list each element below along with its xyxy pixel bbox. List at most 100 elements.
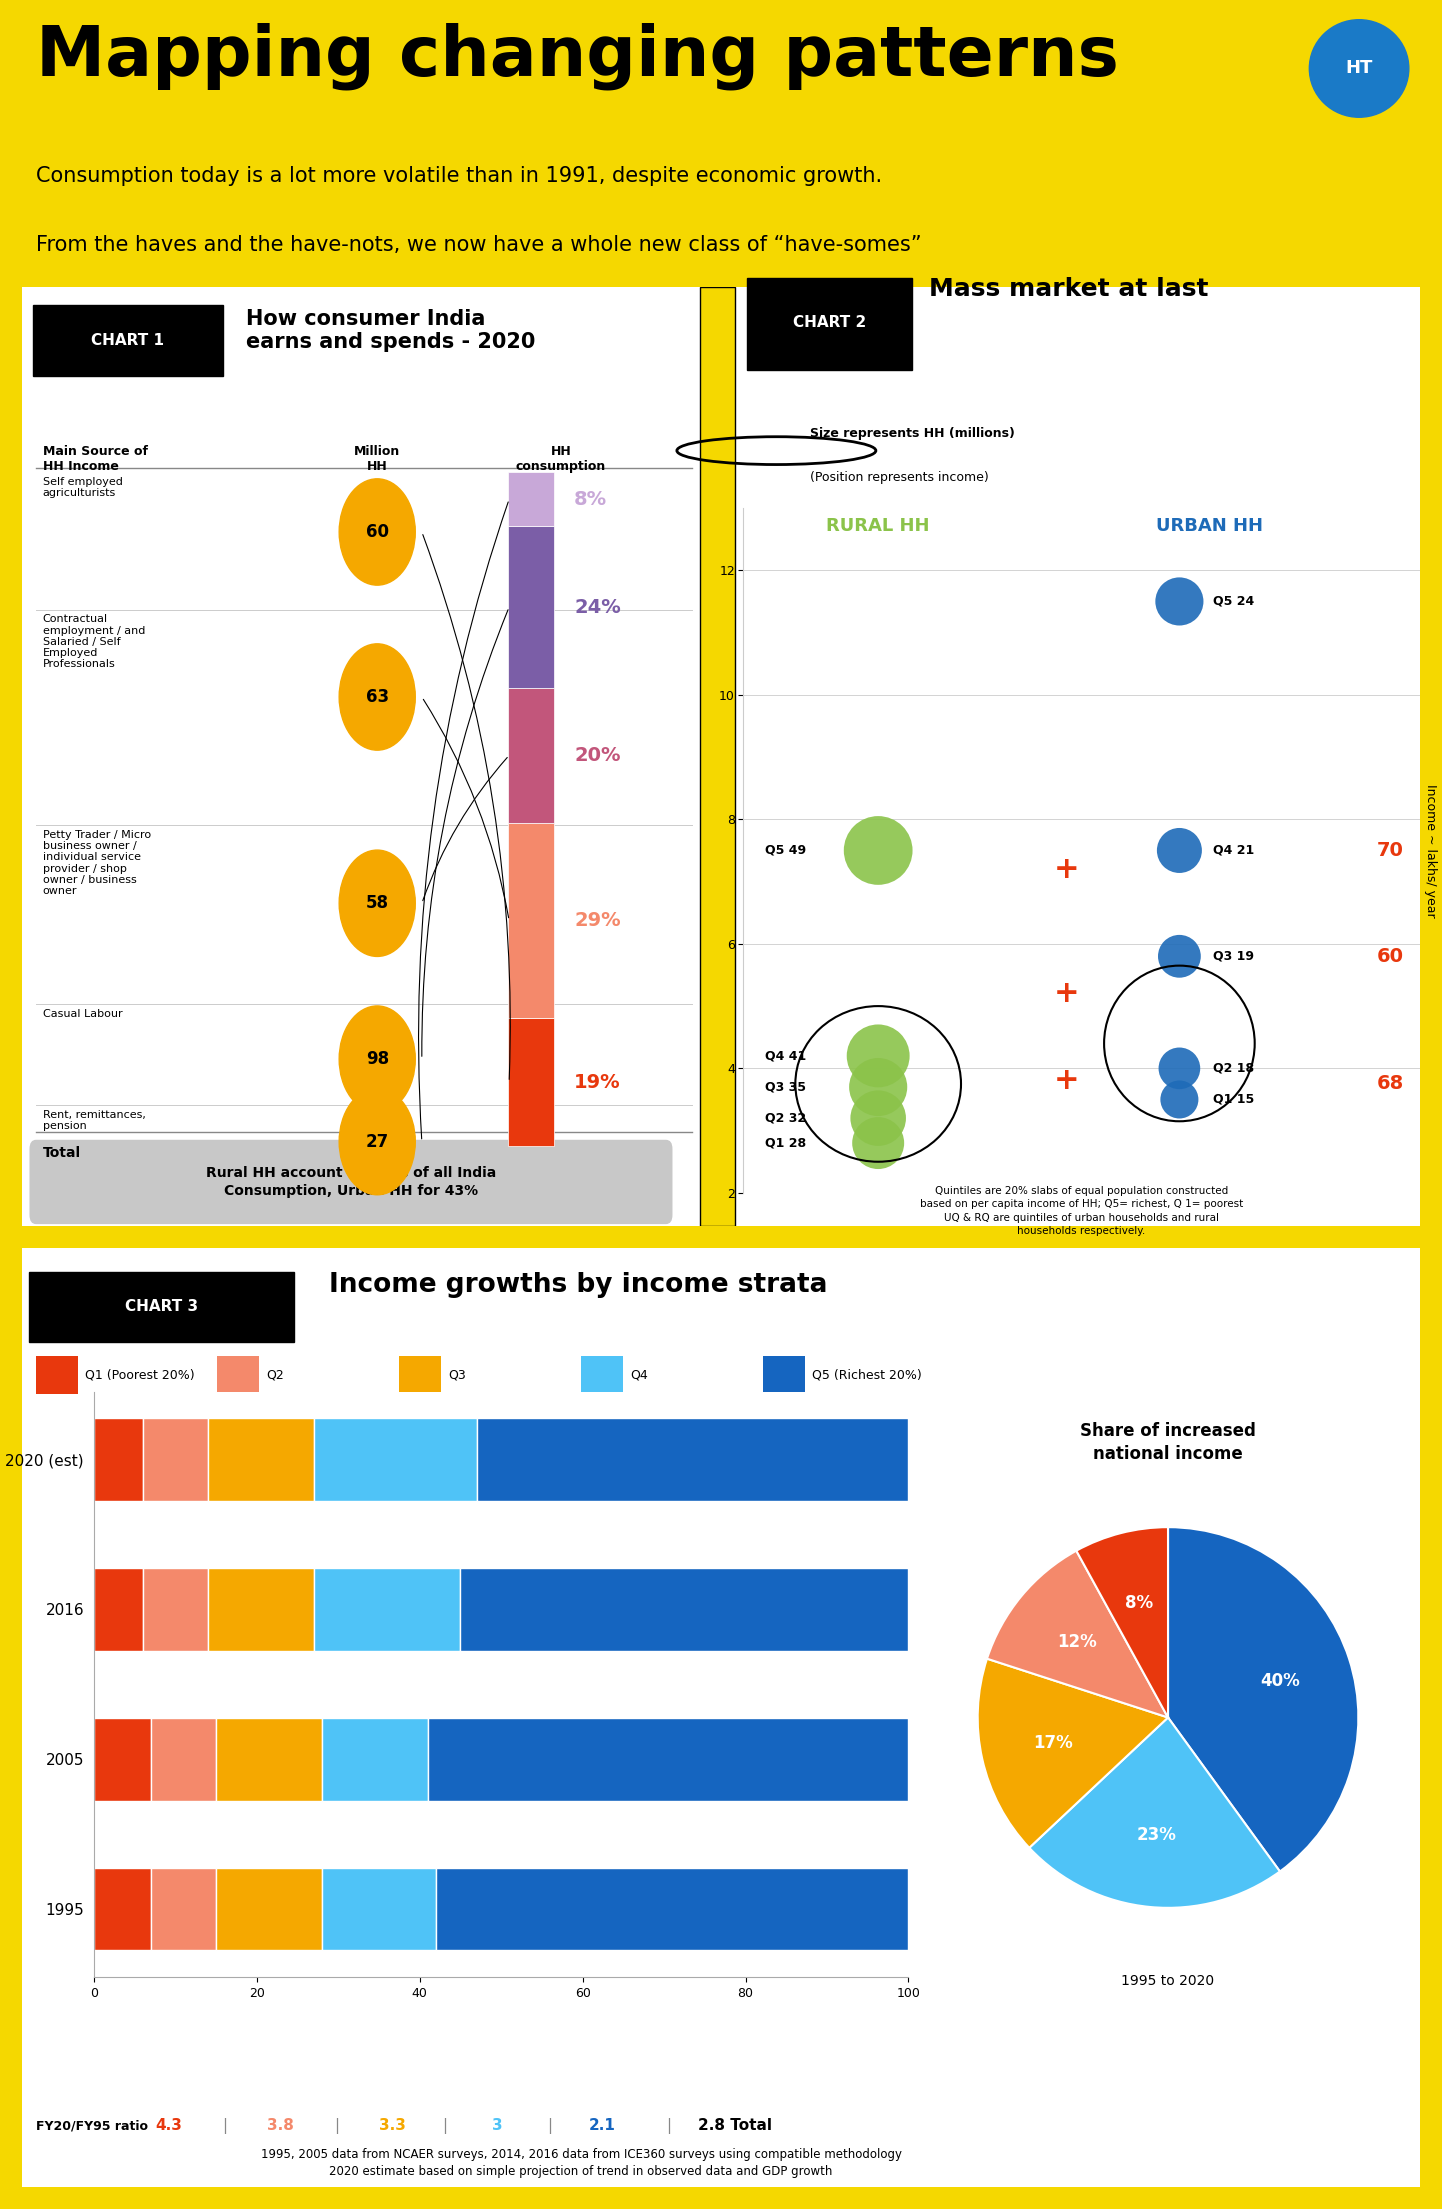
Circle shape [339,479,415,585]
Text: |: | [222,2118,226,2134]
Text: RURAL HH: RURAL HH [826,517,930,535]
Text: Q2 32: Q2 32 [766,1111,806,1124]
Text: Rural HH account for 57% of all India
Consumption, Urban HH for 43%: Rural HH account for 57% of all India Co… [206,1166,496,1197]
Bar [314,1418,477,1500]
Text: Main Source of
HH Income: Main Source of HH Income [43,444,147,473]
Circle shape [339,643,415,751]
Wedge shape [1030,1719,1280,1909]
Text: Contractual
employment / and
Salaried / Self
Employed
Professionals: Contractual employment / and Salaried / … [43,614,146,669]
FancyBboxPatch shape [33,305,224,376]
FancyBboxPatch shape [29,1272,294,1341]
Text: FY20/FY95 ratio: FY20/FY95 ratio [36,2118,147,2132]
Point [1168,1051,1191,1087]
Text: Q5 (Richest 20%): Q5 (Richest 20%) [812,1367,921,1381]
Bar [94,1869,151,1951]
Text: 63: 63 [366,687,389,707]
Circle shape [1309,20,1409,117]
Text: 3: 3 [492,2118,502,2134]
Point [867,1100,890,1135]
Text: Q1 (Poorest 20%): Q1 (Poorest 20%) [85,1367,195,1381]
Text: 1995, 2005 data from NCAER surveys, 2014, 2016 data from ICE360 surveys using co: 1995, 2005 data from NCAER surveys, 2014… [261,2149,901,2178]
FancyBboxPatch shape [581,1356,623,1394]
Point [1168,583,1191,619]
Text: 12%: 12% [1057,1632,1097,1652]
Text: 19%: 19% [574,1074,620,1091]
Text: |: | [666,2118,671,2134]
Bar [216,1719,322,1800]
Bar [94,1418,143,1500]
Text: |: | [547,2118,552,2134]
Bar [428,1719,908,1800]
Text: Q4 21: Q4 21 [1213,844,1255,857]
Text: Consumption today is a lot more volatile than in 1991, despite economic growth.: Consumption today is a lot more volatile… [36,166,883,186]
Text: 8%: 8% [1125,1595,1152,1613]
Bar [208,1568,314,1650]
Text: Mapping changing patterns: Mapping changing patterns [36,22,1119,91]
Text: Q2: Q2 [267,1367,284,1381]
Bar [435,1869,908,1951]
Text: 307: 307 [358,1173,398,1193]
Bar [94,1568,143,1650]
Text: Size represents HH (millions): Size represents HH (millions) [809,429,1014,440]
Text: Income growths by income strata: Income growths by income strata [329,1272,828,1297]
Text: Mass market at last: Mass market at last [929,278,1208,300]
Text: URBAN HH: URBAN HH [1156,517,1263,535]
Text: 60: 60 [1377,948,1403,965]
FancyBboxPatch shape [509,1018,554,1146]
Text: Petty Trader / Micro
business owner /
individual service
provider / shop
owner /: Petty Trader / Micro business owner / in… [43,831,151,897]
Circle shape [339,850,415,956]
Text: Q3 19: Q3 19 [1213,950,1255,963]
Point [1168,1082,1191,1118]
Wedge shape [978,1659,1168,1847]
FancyBboxPatch shape [509,687,554,822]
Text: Q4: Q4 [630,1367,647,1381]
Text: Q4 41: Q4 41 [766,1049,806,1063]
Text: 24%: 24% [574,599,622,616]
Bar [208,1418,314,1500]
Text: Q5 49: Q5 49 [766,844,806,857]
Text: 70: 70 [1377,842,1403,859]
Text: 17%: 17% [1032,1734,1073,1752]
Text: 68: 68 [1377,1074,1405,1093]
Text: Total: Total [43,1146,81,1160]
Text: +: + [1054,855,1079,884]
Text: 2.1: 2.1 [588,2118,616,2134]
Point [867,1124,890,1160]
FancyBboxPatch shape [399,1356,441,1394]
Text: Rent, remittances,
pension: Rent, remittances, pension [43,1109,146,1131]
Text: Share of Income of each quintile: Share of Income of each quintile [301,1427,581,1442]
Text: CHART 2: CHART 2 [793,316,867,329]
Bar [143,1418,208,1500]
FancyBboxPatch shape [763,1356,805,1394]
Text: 4.3: 4.3 [156,2118,182,2134]
Text: Million
HH: Million HH [355,444,401,473]
Text: From the haves and the have-nots, we now have a whole new class of “have-somes”: From the haves and the have-nots, we now… [36,234,921,254]
Text: HT: HT [1345,60,1373,77]
FancyBboxPatch shape [509,822,554,1018]
Text: Q5 24: Q5 24 [1213,594,1255,607]
Text: Q3: Q3 [448,1367,466,1381]
Text: +: + [1054,979,1079,1007]
Text: 3.3: 3.3 [379,2118,405,2134]
Circle shape [339,1089,415,1195]
Circle shape [339,1005,415,1113]
Text: HH
consumption: HH consumption [516,444,606,473]
Text: 3.8: 3.8 [267,2118,294,2134]
Text: 2.8 Total: 2.8 Total [698,2118,771,2134]
FancyBboxPatch shape [699,287,735,1226]
FancyBboxPatch shape [747,278,913,369]
Text: Self employed
agriculturists: Self employed agriculturists [43,477,123,499]
Text: 1995 to 2020: 1995 to 2020 [1122,1975,1214,1988]
Bar [151,1869,216,1951]
Point [867,1038,890,1074]
Bar [314,1568,460,1650]
Text: |: | [443,2118,447,2134]
Y-axis label: Income ~ lakhs/ year: Income ~ lakhs/ year [1425,784,1438,917]
Text: 29%: 29% [574,910,620,930]
Point [867,833,890,868]
Bar [460,1568,908,1650]
Text: Share of increased
national income: Share of increased national income [1080,1423,1256,1462]
Text: 20%: 20% [574,747,620,764]
Text: CHART 3: CHART 3 [125,1299,198,1314]
Text: |: | [333,2118,339,2134]
